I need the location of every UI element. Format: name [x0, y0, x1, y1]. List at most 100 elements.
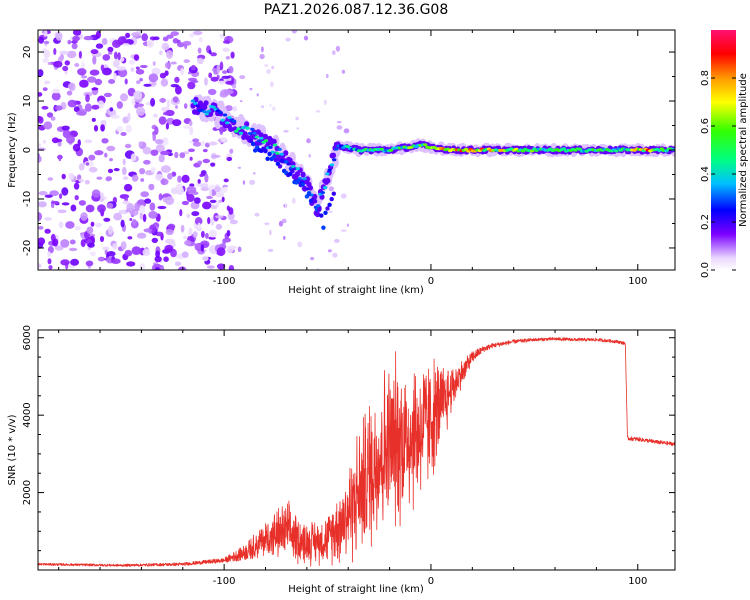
noise-blob	[184, 43, 188, 50]
noise-blob	[112, 39, 121, 48]
noise-blob	[130, 153, 137, 162]
noise-blob	[97, 204, 106, 213]
noise-blob	[143, 228, 153, 233]
noise-blob	[50, 116, 56, 121]
noise-blob	[61, 173, 66, 180]
noise-blob	[215, 215, 224, 219]
noise-blob	[172, 119, 182, 127]
noise-blob	[167, 173, 173, 180]
spectrogram-heatmap	[38, 30, 675, 270]
noise-blob	[172, 96, 179, 103]
ridge-core	[222, 113, 228, 117]
noise-blob	[137, 200, 143, 205]
noise-blob	[102, 246, 110, 251]
noise-blob	[60, 239, 70, 248]
noise-blob	[107, 51, 113, 55]
noise-blob	[166, 99, 170, 108]
noise-blob	[153, 113, 158, 118]
noise-blob	[284, 203, 287, 208]
noise-blob	[218, 80, 226, 85]
noise-blob	[101, 38, 108, 45]
noise-blob	[65, 221, 75, 229]
noise-blob	[266, 69, 271, 74]
noise-blob	[283, 130, 289, 133]
noise-blob	[110, 258, 121, 265]
noise-blob	[88, 166, 98, 173]
noise-blob	[66, 50, 77, 59]
ridge-envelope	[262, 133, 269, 140]
noise-blob	[86, 226, 94, 234]
noise-blob	[122, 43, 130, 47]
noise-blob	[186, 186, 197, 194]
noise-blob	[340, 193, 347, 199]
noise-blob	[91, 189, 101, 198]
noise-blob	[133, 54, 140, 61]
noise-blob	[154, 126, 159, 135]
ridge-envelope	[242, 131, 248, 137]
spectrogram-y-tick-label: 10	[22, 95, 33, 108]
noise-blob	[120, 219, 125, 228]
noise-blob	[192, 30, 203, 36]
noise-blob	[178, 266, 187, 270]
noise-blob	[131, 174, 139, 182]
noise-blob	[219, 128, 224, 135]
noise-blob	[139, 168, 146, 175]
ridge-envelope	[300, 171, 306, 178]
noise-blob	[155, 250, 161, 258]
noise-blob	[88, 154, 96, 161]
noise-blob	[226, 205, 231, 211]
noise-blob	[153, 36, 160, 41]
noise-blob	[42, 57, 49, 64]
noise-blob	[206, 195, 213, 200]
ridge-core	[325, 172, 330, 176]
noise-blob	[222, 47, 230, 52]
noise-blob	[194, 197, 201, 204]
noise-blob	[323, 99, 327, 106]
noise-blob	[264, 222, 270, 226]
noise-blob	[144, 198, 152, 204]
noise-blob	[84, 103, 92, 112]
noise-blob	[166, 50, 174, 59]
noise-blob	[113, 168, 120, 172]
noise-blob	[132, 218, 137, 226]
noise-blob	[207, 217, 211, 225]
noise-blob	[44, 194, 53, 198]
noise-blob	[99, 236, 105, 242]
noise-blob	[100, 192, 104, 200]
noise-blob	[150, 149, 159, 156]
noise-blob	[73, 182, 80, 190]
ridge-core	[245, 126, 250, 130]
noise-blob	[310, 257, 315, 261]
noise-blob	[127, 236, 133, 240]
noise-blob	[197, 179, 201, 184]
ridge-core	[193, 102, 198, 105]
noise-blob	[148, 73, 159, 83]
noise-blob	[38, 201, 47, 208]
noise-blob	[222, 238, 227, 245]
ridge-core	[263, 139, 269, 143]
noise-blob	[47, 62, 52, 65]
noise-blob	[160, 178, 169, 186]
noise-blob	[120, 132, 127, 136]
noise-blob	[191, 211, 200, 217]
noise-blob	[167, 223, 176, 230]
noise-blob	[101, 67, 112, 76]
noise-blob	[158, 193, 163, 201]
noise-blob	[205, 142, 210, 148]
ridge-core	[204, 112, 209, 116]
noise-blob	[155, 144, 165, 153]
noise-blob	[135, 66, 140, 70]
noise-blob	[242, 180, 245, 185]
noise-blob	[315, 110, 321, 113]
noise-blob	[116, 126, 124, 133]
ridge-core	[250, 127, 255, 131]
noise-blob	[38, 143, 42, 147]
noise-blob	[78, 50, 82, 59]
noise-blob	[237, 166, 242, 169]
spectrogram-y-label: Frequency (Hz)	[7, 112, 18, 188]
noise-blob	[87, 242, 95, 248]
ridge-core	[561, 147, 567, 151]
noise-blob	[44, 80, 51, 85]
noise-blob	[160, 150, 171, 156]
ridge-core	[236, 127, 241, 131]
